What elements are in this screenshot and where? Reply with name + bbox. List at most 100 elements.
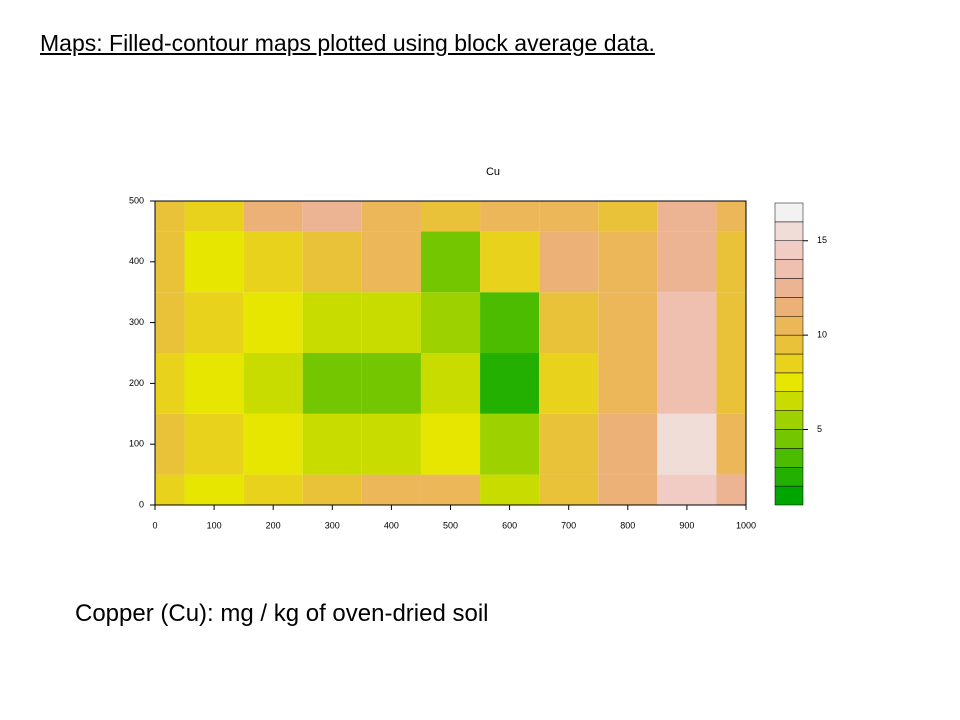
x-tick-label: 800 — [620, 520, 635, 530]
contour-cell — [420, 292, 481, 353]
x-tick-label: 100 — [207, 520, 222, 530]
contour-cell — [598, 474, 658, 505]
contour-cell — [420, 231, 481, 293]
x-tick-label: 1000 — [736, 520, 756, 530]
contour-cell — [361, 413, 421, 475]
contour-cell — [598, 201, 658, 232]
contour-cell — [716, 201, 746, 232]
contour-cell — [657, 474, 717, 505]
contour-cell — [716, 474, 746, 505]
contour-cell — [716, 292, 746, 353]
colorbar-box — [774, 202, 804, 223]
contour-cell — [657, 353, 717, 414]
contour-cell — [598, 231, 658, 293]
contour-cell — [657, 201, 717, 232]
contour-cell — [480, 413, 540, 475]
colorbar-box — [774, 334, 804, 355]
colorbar-box — [774, 467, 804, 487]
contour-cell — [420, 201, 481, 232]
contour-cell — [302, 201, 362, 232]
contour-cell — [302, 231, 362, 293]
x-tick-label: 200 — [266, 520, 281, 530]
contour-cell — [539, 413, 599, 475]
contour-cell — [480, 201, 540, 232]
contour-cell — [420, 413, 481, 475]
contour-cell — [480, 353, 540, 414]
colorbar-tick-label: 10 — [817, 330, 827, 340]
colorbar-box — [774, 372, 804, 392]
colorbar-box — [774, 353, 804, 374]
colorbar-box — [774, 391, 804, 411]
contour-cell — [539, 201, 599, 232]
colorbar-box — [774, 240, 804, 260]
colorbar-tick-label: 5 — [817, 424, 822, 434]
contour-cell — [361, 231, 421, 293]
contour-cell — [716, 413, 746, 475]
contour-cell — [184, 231, 244, 293]
contour-cell — [155, 474, 185, 505]
x-tick-label: 300 — [325, 520, 340, 530]
colorbar-box — [774, 316, 804, 336]
colorbar-box — [774, 221, 804, 241]
contour-cell — [184, 413, 244, 475]
y-tick-label: 0 — [139, 499, 144, 509]
x-tick-label: 700 — [561, 520, 576, 530]
contour-cell — [716, 231, 746, 293]
contour-cell — [184, 353, 244, 414]
contour-cell — [243, 201, 303, 232]
chart-title: Cu — [486, 166, 500, 178]
contour-cell — [539, 231, 599, 293]
colorbar-box — [774, 485, 804, 506]
contour-cell — [598, 413, 658, 475]
colorbar-box — [774, 410, 804, 430]
colorbar-box — [774, 297, 804, 317]
slide-title: Maps: Filled-contour maps plotted using … — [40, 30, 655, 56]
contour-cell — [302, 353, 362, 414]
contour-cell — [302, 413, 362, 475]
contour-cell — [184, 201, 244, 232]
colorbar-tick-label: 15 — [817, 235, 827, 245]
contour-cell — [598, 353, 658, 414]
contour-cell — [302, 474, 362, 505]
colorbar-box — [774, 429, 804, 449]
contour-cell — [598, 292, 658, 353]
y-tick-label: 500 — [129, 195, 144, 205]
x-tick-label: 400 — [384, 520, 399, 530]
x-tick-label: 0 — [152, 520, 157, 530]
contour-cell — [243, 353, 303, 414]
contour-cell — [480, 474, 540, 505]
contour-cell — [243, 292, 303, 353]
plot-frame — [154, 200, 747, 506]
y-tick-label: 100 — [129, 439, 144, 449]
colorbar-box — [774, 448, 804, 468]
colorbar-box — [774, 259, 804, 279]
contour-cell — [657, 231, 717, 293]
y-tick-label: 400 — [129, 256, 144, 266]
contour-cell — [155, 201, 185, 232]
contour-cell — [155, 353, 185, 414]
contour-cell — [480, 231, 540, 293]
caption: Copper (Cu): mg / kg of oven-dried soil — [75, 600, 489, 627]
contour-cell — [243, 231, 303, 293]
contour-cell — [243, 474, 303, 505]
contour-cell — [184, 292, 244, 353]
contour-cell — [361, 292, 421, 353]
contour-cell — [539, 353, 599, 414]
contour-cell — [155, 231, 185, 293]
y-tick-label: 300 — [129, 317, 144, 327]
contour-cell — [657, 413, 717, 475]
x-tick-label: 900 — [679, 520, 694, 530]
contour-cell — [361, 201, 421, 232]
contour-cell — [302, 292, 362, 353]
y-tick-label: 200 — [129, 378, 144, 388]
contour-cell — [420, 474, 481, 505]
x-tick-label: 500 — [443, 520, 458, 530]
contour-cell — [184, 474, 244, 505]
contour-cell — [155, 413, 185, 475]
contour-cell — [539, 474, 599, 505]
contour-cell — [361, 353, 421, 414]
contour-cell — [243, 413, 303, 475]
x-tick-label: 600 — [502, 520, 517, 530]
contour-cell — [539, 292, 599, 353]
